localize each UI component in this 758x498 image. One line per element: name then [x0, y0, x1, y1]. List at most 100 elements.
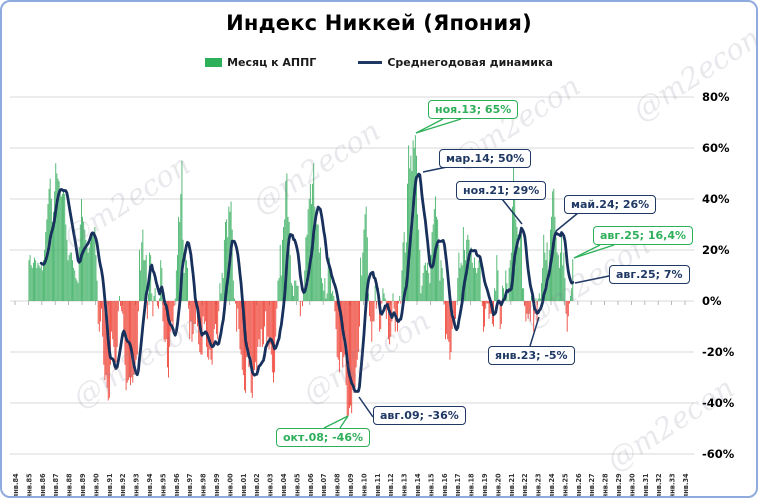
- bar-positive: [555, 237, 557, 301]
- chart-title: Индекс Никкей (Япония): [226, 11, 532, 35]
- bar-negative: [449, 301, 451, 360]
- x-axis-label: янв.14: [414, 473, 422, 498]
- x-axis-label: янв.88: [66, 473, 74, 498]
- bar-negative: [97, 301, 99, 324]
- bar-positive: [74, 270, 76, 301]
- callout-pointer: [501, 198, 523, 225]
- bar-positive: [543, 234, 545, 301]
- bar-negative: [485, 301, 487, 309]
- bar-positive: [318, 252, 320, 301]
- bar-positive: [401, 270, 403, 301]
- bar-positive: [94, 227, 96, 301]
- bar-positive: [421, 285, 423, 301]
- bar-negative: [340, 301, 341, 352]
- bar-positive: [34, 257, 35, 301]
- bar-positive: [28, 260, 30, 301]
- bar-negative: [168, 301, 169, 378]
- bar-positive: [159, 298, 161, 301]
- y-axis-tick-label: 20%: [702, 243, 730, 257]
- bar-positive: [384, 298, 386, 301]
- bar-positive: [142, 229, 144, 301]
- bar-positive: [35, 260, 37, 301]
- bar-positive: [66, 239, 68, 301]
- bar-negative: [102, 301, 104, 337]
- bar-positive: [30, 265, 32, 301]
- callout-line-1: мар.14; 50%: [439, 149, 532, 168]
- bar-positive: [459, 267, 461, 301]
- bar-negative: [528, 301, 530, 314]
- bar-positive: [161, 267, 163, 301]
- bar-negative: [134, 301, 136, 368]
- legend-item-bars: Месяц к АППГ: [205, 56, 316, 69]
- bar-negative: [252, 301, 254, 375]
- bar-positive: [139, 250, 140, 301]
- x-axis-label: янв.12: [387, 473, 395, 498]
- x-axis-label: янв.07: [320, 473, 328, 498]
- bar-negative: [204, 301, 206, 322]
- bar-negative: [251, 301, 253, 398]
- bar-positive: [53, 211, 54, 301]
- bar-negative: [211, 301, 213, 365]
- bar-negative: [214, 301, 216, 324]
- bar-negative: [455, 301, 456, 319]
- bar-positive: [546, 242, 548, 301]
- bar-positive: [43, 260, 44, 301]
- bar-negative: [259, 301, 261, 347]
- bar-negative: [242, 301, 244, 375]
- bar-negative: [482, 301, 484, 332]
- x-axis-label: янв.09: [347, 473, 355, 498]
- bar-negative: [336, 301, 338, 358]
- bar-positive: [408, 145, 410, 301]
- x-axis-label: янв.03: [267, 473, 275, 498]
- bar-negative: [115, 301, 117, 363]
- x-axis-label: янв.20: [494, 473, 502, 498]
- bar-positive: [403, 232, 405, 301]
- bar-negative: [238, 301, 240, 330]
- bar-negative: [240, 301, 242, 355]
- bar-negative: [132, 301, 134, 383]
- x-axis-label: янв.21: [508, 473, 516, 498]
- bar-negative: [103, 301, 105, 365]
- bar-positive: [423, 265, 425, 301]
- bar-negative: [113, 301, 115, 347]
- bar-negative: [390, 301, 392, 337]
- bar-positive: [155, 301, 157, 302]
- bar-negative: [133, 301, 135, 375]
- bar-positive: [360, 257, 362, 301]
- bar-negative: [397, 301, 398, 332]
- bar-negative: [400, 301, 402, 304]
- bar-negative: [213, 301, 215, 330]
- bar-positive: [141, 242, 143, 301]
- bar-positive: [519, 232, 521, 301]
- x-axis-label: янв.23: [535, 473, 543, 498]
- bar-negative: [276, 301, 278, 309]
- bar-positive: [509, 260, 511, 301]
- bar-negative: [257, 301, 259, 347]
- bar-positive: [314, 206, 316, 301]
- bar-negative: [104, 301, 106, 381]
- bar-negative: [527, 301, 529, 319]
- bar-positive: [62, 193, 63, 301]
- bar-negative: [117, 301, 119, 312]
- bar-negative: [111, 301, 113, 332]
- bar-positive: [418, 229, 420, 301]
- bar-negative: [443, 301, 445, 304]
- bar-negative: [269, 301, 271, 345]
- bar-positive: [535, 298, 537, 301]
- bar-negative: [395, 301, 397, 322]
- bar-positive: [284, 219, 286, 301]
- bar-positive: [429, 283, 431, 301]
- bar-positive: [222, 278, 224, 301]
- bar-negative: [114, 301, 116, 370]
- bar-positive: [522, 288, 523, 301]
- callout-pointer: [555, 212, 579, 232]
- bar-negative: [249, 301, 251, 365]
- bar-positive: [147, 293, 149, 301]
- bar-positive: [72, 260, 73, 301]
- line-series-swatch-icon: [358, 61, 383, 64]
- legend-bar-label: Месяц к АППГ: [227, 56, 317, 69]
- bar-positive: [367, 293, 369, 301]
- bar-positive: [442, 278, 444, 301]
